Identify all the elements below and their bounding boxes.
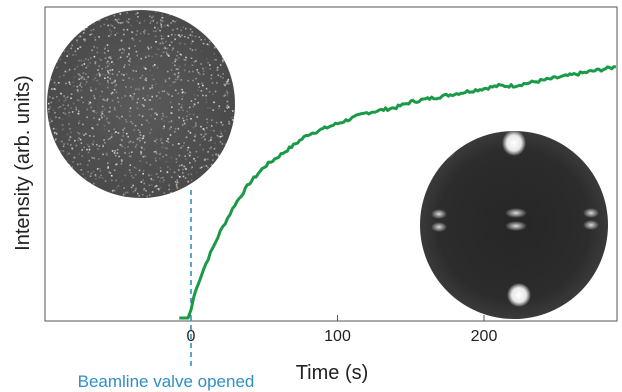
diffraction-streak xyxy=(431,209,447,219)
inset-diffraction-pattern xyxy=(420,131,608,319)
valve-annotation: Beamline valve opened xyxy=(78,372,255,391)
x-axis-label: Time (s) xyxy=(296,362,369,384)
diffraction-streak xyxy=(431,222,447,232)
y-axis-label: Intensity (arb. units) xyxy=(12,75,34,251)
diffraction-streak xyxy=(505,221,527,231)
diffraction-streak xyxy=(583,208,599,218)
series-line xyxy=(179,65,617,320)
x-tick-labels: 0100200 xyxy=(187,328,498,345)
x-tick-label: 200 xyxy=(471,328,498,345)
diffraction-spot xyxy=(502,131,526,156)
diffraction-spot xyxy=(438,139,456,159)
inset-noise-pattern xyxy=(47,10,235,198)
plot-frame xyxy=(44,6,618,322)
diffraction-spot xyxy=(573,137,591,157)
x-ticks xyxy=(190,315,485,321)
diffraction-streak xyxy=(505,208,527,218)
diffraction-streak xyxy=(583,220,599,230)
diffraction-spot xyxy=(507,283,531,307)
x-tick-label: 100 xyxy=(324,328,351,345)
